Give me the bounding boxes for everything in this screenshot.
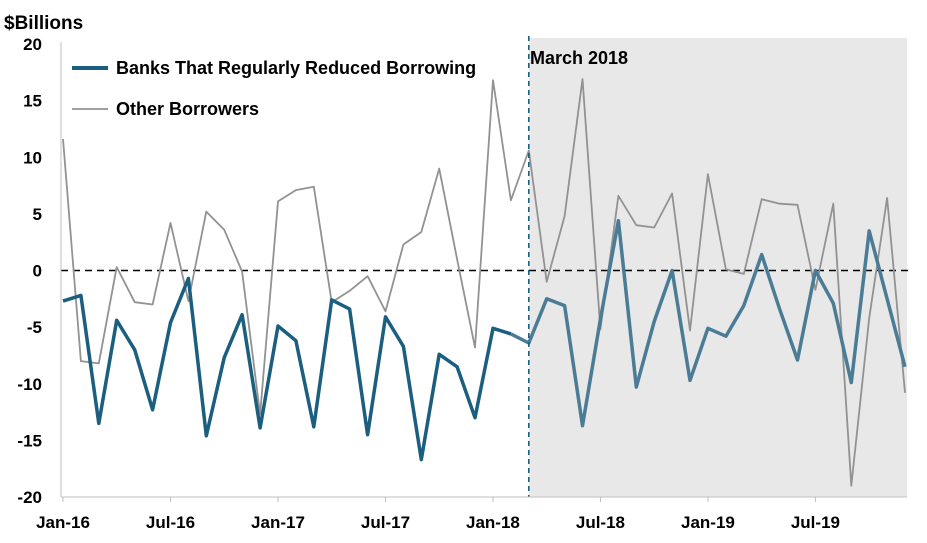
y-tick-label: -20: [17, 488, 42, 507]
x-tick-label: Jan-18: [466, 513, 520, 532]
x-tick-label: Jul-16: [146, 513, 195, 532]
shaded-period: [528, 38, 907, 497]
march-2018-annotation: March 2018: [530, 48, 628, 68]
y-axis-unit-label: $Billions: [4, 13, 83, 34]
series-banks-reduced-borrowing: [62, 218, 907, 462]
x-tick-label: Jan-19: [681, 513, 735, 532]
y-tick-label: 10: [23, 148, 42, 167]
x-tick-label: Jul-19: [791, 513, 840, 532]
y-tick-label: -15: [17, 431, 42, 450]
x-axis-ticks: Jan-16 Jul-16 Jan-17 Jul-17 Jan-18 Jul-18 Jan-…: [36, 497, 840, 532]
y-tick-label: 0: [33, 262, 42, 281]
legend-label-other: Other Borrowers: [116, 99, 259, 119]
y-tick-label: 20: [23, 35, 42, 54]
legend-label-banks: Banks That Regularly Reduced Borrowing: [116, 58, 476, 78]
x-tick-label: Jan-16: [36, 513, 90, 532]
series-line-banks-before: [62, 276, 512, 462]
y-tick-label: 15: [23, 92, 42, 111]
x-tick-label: Jul-17: [361, 513, 410, 532]
series-line-banks-after: [510, 218, 907, 428]
x-tick-label: Jan-17: [251, 513, 305, 532]
legend: Banks That Regularly Reduced Borrowing O…: [72, 58, 476, 119]
series-line-other-borrowers: [62, 78, 906, 487]
x-tick-label: Jul-18: [576, 513, 625, 532]
y-tick-label: 5: [33, 205, 42, 224]
y-tick-label: -10: [17, 375, 42, 394]
y-axis-ticks: 20 15 10 5 0 -5 -10 -15 -20: [17, 35, 42, 507]
y-tick-label: -5: [27, 318, 42, 337]
series-other-borrowers: [62, 78, 906, 487]
